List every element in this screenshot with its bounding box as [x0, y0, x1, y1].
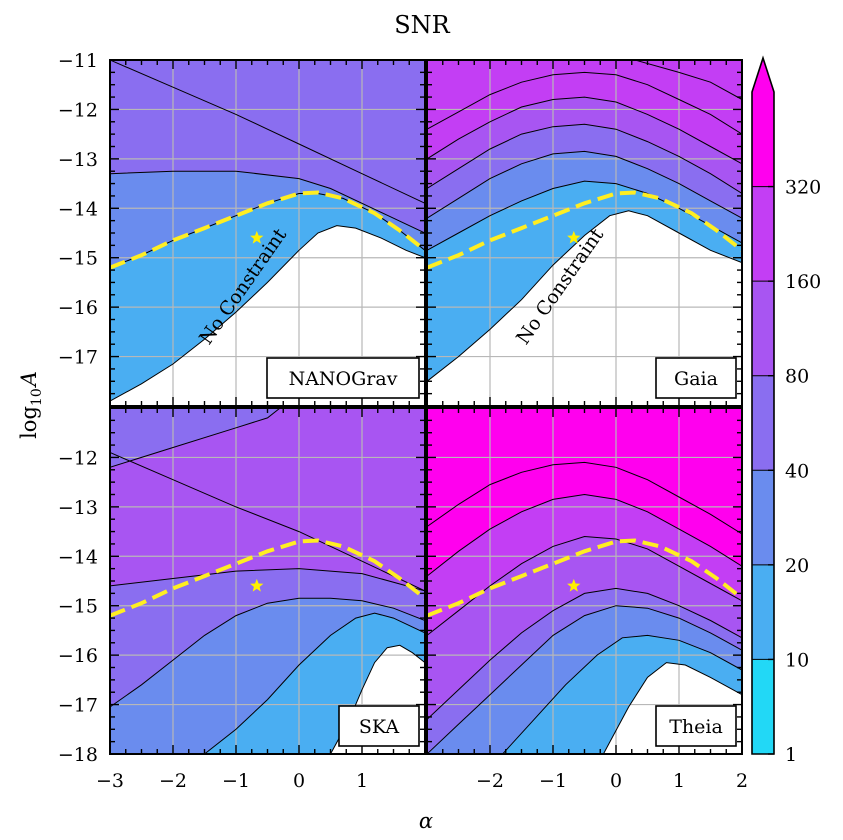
contour-line: [427, 71, 742, 135]
tick-labels: −3 −2 −1 0 1 −2 −1 0 1 2 −11 −12 −13 −14 −15 −16 −17 −12 −…: [58, 50, 748, 792]
colorbar-label: 1: [785, 744, 797, 766]
panel-ticks: [426, 59, 743, 407]
reference-point-star: [250, 230, 264, 244]
x-axis-label: α: [419, 809, 433, 833]
contour-line: [427, 587, 742, 720]
reference-point-star: [567, 230, 581, 244]
panel-label: Theia: [669, 716, 723, 738]
reference-curve: [427, 190, 742, 270]
y-tick-label: −18: [58, 744, 98, 766]
colorbar-segment-3: [752, 375, 774, 471]
colorbar: 1 10 20 40 80 160 320: [751, 55, 821, 766]
contour-line: [427, 210, 742, 382]
colorbar-segment-6: [752, 92, 774, 187]
grid: [110, 408, 425, 754]
y-axis-label: log10A: [17, 371, 45, 439]
colorbar-extend-arrow: [752, 58, 774, 92]
panel-ticks: [109, 59, 426, 407]
colorbar-label: 80: [785, 366, 809, 388]
y-tick-label: −12: [58, 447, 98, 469]
x-tick-label: −1: [539, 770, 567, 792]
contour-line: [110, 408, 425, 468]
y-tick-label: −11: [58, 50, 98, 72]
y-tick-label: −13: [58, 149, 98, 171]
contour-line: [204, 612, 425, 754]
colorbar-label: 40: [785, 460, 809, 482]
x-tick-label: −2: [476, 770, 504, 792]
y-tick-label: −17: [58, 347, 98, 369]
panel-plot-area: [110, 408, 425, 754]
colorbar-label: 20: [785, 555, 809, 577]
panel-plot-area: No Constraint: [110, 60, 425, 406]
x-tick-label: 0: [610, 770, 622, 792]
panel-ska: SKA: [109, 407, 426, 755]
contour-line: [427, 461, 742, 535]
x-tick-label: 1: [673, 770, 685, 792]
x-tick-label: 0: [293, 770, 305, 792]
panel-label: SKA: [359, 716, 399, 738]
colorbar-label: 320: [785, 177, 821, 199]
panel-ticks: [426, 407, 743, 755]
y-tick-label: −16: [58, 297, 98, 319]
panel-label-box: [266, 357, 420, 399]
contour-line: [634, 60, 742, 100]
panel-label: Gaia: [674, 368, 718, 390]
y-tick-label: −13: [58, 497, 98, 519]
reference-curve: [427, 538, 742, 618]
contour-line: [110, 452, 425, 592]
y-tick-label: −15: [58, 248, 98, 270]
y-axis-label-subscript: 10: [29, 388, 45, 406]
contour-line: [110, 597, 425, 708]
contour-line: [110, 568, 425, 592]
colorbar-segment-1: [752, 564, 774, 660]
panel-ticks: [109, 407, 426, 755]
y-axis-label-variable: A: [17, 371, 41, 388]
x-tick-label: 2: [736, 770, 748, 792]
reference-point-star: [250, 578, 264, 592]
y-tick-label: −14: [58, 546, 98, 568]
y-axis-label-prefix: log: [17, 406, 41, 439]
panel-label-box: [338, 705, 420, 747]
colorbar-label: 10: [785, 649, 809, 671]
panel-plot-area: [427, 408, 742, 754]
colorbar-segment-0: [752, 659, 774, 754]
contour-line: [427, 123, 742, 194]
contour-line: [110, 225, 425, 402]
contour-line: [427, 605, 742, 754]
panel-label-box: [655, 705, 737, 747]
colorbar-segment-2: [752, 470, 774, 565]
y-tick-label: −14: [58, 198, 98, 220]
x-tick-label: −2: [159, 770, 187, 792]
y-tick-label: −16: [58, 645, 98, 667]
chart-title: SNR: [394, 11, 450, 39]
colorbar-label: 160: [785, 271, 821, 293]
reference-curve: [110, 190, 425, 270]
reference-curve: [110, 538, 425, 618]
panel-theia: Theia: [426, 407, 743, 755]
y-tick-label: −17: [58, 695, 98, 717]
colorbar-segment-5: [752, 186, 774, 282]
colorbar-segment-4: [752, 281, 774, 376]
contour-line: [110, 170, 425, 234]
y-tick-label: −15: [58, 596, 98, 618]
panel-label: NANOGrav: [289, 368, 398, 390]
panel-label-box: [655, 357, 737, 399]
x-tick-label: −3: [96, 770, 124, 792]
x-tick-label: −1: [222, 770, 250, 792]
contour-line: [110, 60, 425, 204]
y-tick-label: −12: [58, 99, 98, 121]
grid: [110, 60, 425, 406]
contour-line: [427, 150, 742, 219]
contour-line: [602, 662, 742, 754]
contour-line: [502, 634, 742, 754]
contour-line: [427, 96, 742, 165]
contour-line: [427, 493, 742, 577]
reference-point-star: [567, 578, 581, 592]
x-tick-label: 1: [356, 770, 368, 792]
